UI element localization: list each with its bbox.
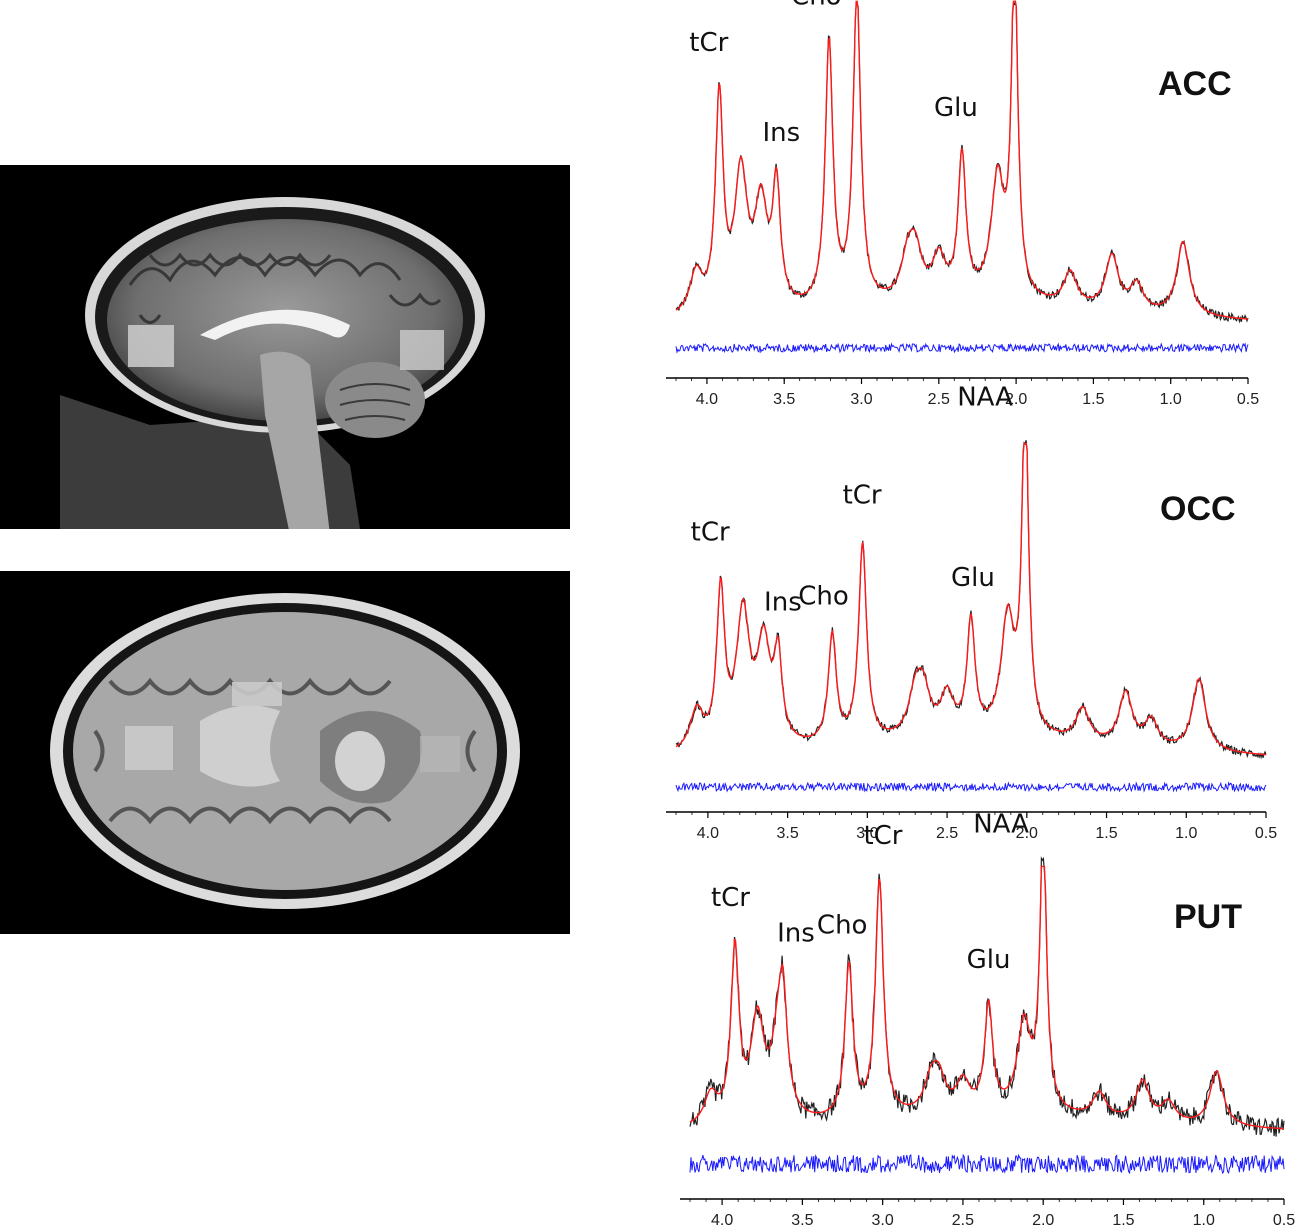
mri-axial-image <box>0 571 570 934</box>
x-tick-label: 3.5 <box>791 1212 813 1229</box>
x-tick-label: 4.0 <box>697 825 719 842</box>
x-tick-label: 1.5 <box>1112 1212 1134 1229</box>
residual-trace <box>689 1153 1285 1175</box>
peak-label-tcr: tCr <box>689 28 728 58</box>
x-tick-label: 4.0 <box>711 1212 733 1229</box>
residual-trace <box>675 342 1249 354</box>
x-tick-label: 2.0 <box>1016 825 1038 842</box>
spectrum-put: 4.0 3.5 3.0 2.5 2.0 1.5 1.0 0.5 tCr Ins Cho tCr Glu N… <box>680 809 1295 1229</box>
fit-trace <box>675 0 1249 320</box>
peak-label-tcr: tCr <box>863 821 902 851</box>
x-tick-label: 1.0 <box>1193 1212 1215 1229</box>
peak-label-ins: Ins <box>777 918 815 948</box>
x-tick-label: 3.0 <box>850 391 872 408</box>
x-tick-label: 1.5 <box>1082 391 1104 408</box>
voxel-acc <box>128 325 174 367</box>
x-tick-label: 2.0 <box>1032 1212 1054 1229</box>
data-trace <box>675 0 1249 324</box>
peak-label-ins: Ins <box>762 118 800 148</box>
x-tick-label: 3.5 <box>773 391 795 408</box>
voxel-occ-axial <box>125 726 173 770</box>
peak-label-naa: NAA <box>973 809 1029 839</box>
x-tick-label: 2.5 <box>928 391 950 408</box>
x-tick-label: 3.5 <box>776 825 798 842</box>
x-tick-label: 0.5 <box>1273 1212 1295 1229</box>
voxel-acc-axial <box>420 736 460 772</box>
mri-axial-drawing <box>0 571 570 934</box>
x-tick-label: 1.5 <box>1095 825 1117 842</box>
x-tick-label: 4.0 <box>696 391 718 408</box>
x-tick-label: 2.5 <box>952 1212 974 1229</box>
peak-label-ins: Ins <box>764 588 802 618</box>
fit-trace <box>689 865 1284 1130</box>
x-tick-label: 2.0 <box>1005 391 1027 408</box>
mri-sagittal-drawing <box>0 165 570 529</box>
fit-trace <box>675 442 1267 756</box>
x-tick-label: 0.5 <box>1255 825 1277 842</box>
peak-label-glu: Glu <box>967 945 1011 975</box>
x-tick-label: 3.0 <box>856 825 878 842</box>
x-tick-label: 0.5 <box>1237 391 1259 408</box>
peak-label-glu: Glu <box>934 93 978 123</box>
peak-label-tcr: tCr <box>711 883 750 913</box>
mri-sagittal-image <box>0 165 570 529</box>
peak-label-cho: Cho <box>791 0 842 12</box>
peak-label-glu: Glu <box>951 563 995 593</box>
peak-label-tcr: tCr <box>691 518 730 548</box>
x-tick-label: 3.0 <box>872 1212 894 1229</box>
peak-label-tcr: tCr <box>843 480 882 510</box>
region-label: OCC <box>1160 490 1236 528</box>
x-tick-label: 1.0 <box>1160 391 1182 408</box>
spectrum-acc: 4.03.53.02.52.01.51.00.5tCrInsChotCrGluN… <box>666 0 1259 408</box>
voxel-put-axial <box>232 682 282 706</box>
x-tick-label: 1.0 <box>1175 825 1197 842</box>
residual-trace <box>675 781 1267 793</box>
voxel-occ <box>400 330 444 370</box>
region-label: ACC <box>1158 65 1232 103</box>
peak-label-cho: Cho <box>817 910 868 940</box>
peak-label-cho: Cho <box>798 581 849 611</box>
x-tick-label: 2.5 <box>936 825 958 842</box>
peak-label-naa: NAA <box>957 382 1013 412</box>
region-label: PUT <box>1174 898 1242 936</box>
